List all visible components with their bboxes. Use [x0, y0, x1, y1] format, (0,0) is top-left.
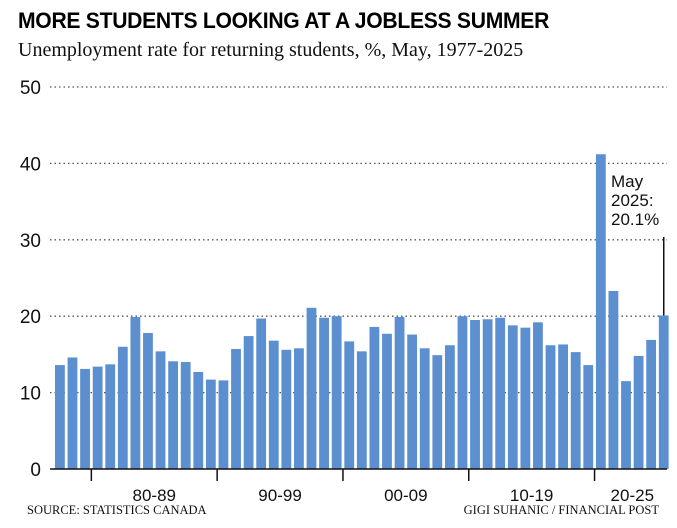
bar-1987	[180, 362, 191, 469]
bar-1983	[130, 316, 141, 469]
bar-1994	[268, 340, 279, 469]
source-note: SOURCE: STATISTICS CANADA	[27, 503, 207, 517]
x-group-label: 20-25	[611, 486, 654, 505]
chart-subtitle: Unemployment rate for returning students…	[18, 39, 524, 61]
annotation-line: 2025:	[611, 191, 654, 210]
y-tick-label: 50	[20, 78, 41, 99]
bar-2015	[533, 322, 543, 469]
bar-1986	[168, 361, 179, 469]
bar-1992	[243, 336, 254, 469]
bar-1981	[105, 364, 116, 469]
bar-2019	[583, 365, 594, 469]
bar-2007	[432, 355, 443, 469]
x-group-label: 00-09	[384, 486, 427, 505]
bar-2001	[356, 351, 367, 469]
chart-title: MORE STUDENTS LOOKING AT A JOBLESS SUMME…	[18, 8, 550, 33]
bar-2023	[633, 355, 644, 469]
bar-1999	[331, 316, 342, 469]
bar-1995	[281, 349, 292, 469]
bar-1998	[319, 317, 329, 469]
y-tick-label: 0	[30, 460, 41, 481]
bars	[55, 154, 669, 469]
x-group-label: 90-99	[258, 486, 301, 505]
y-tick-label: 40	[20, 154, 41, 175]
bar-2005	[407, 334, 418, 469]
bar-2016	[545, 345, 556, 469]
bar-2022	[621, 381, 631, 469]
bar-2009	[457, 316, 468, 469]
bar-2017	[558, 344, 568, 469]
bar-2000	[344, 341, 355, 469]
bar-1990	[218, 380, 229, 469]
y-tick-label: 20	[20, 307, 41, 328]
bar-2020	[595, 154, 606, 469]
bar-1985	[155, 351, 166, 469]
x-axis: 80-89 90-99 00-09 10-19 20-25	[50, 468, 667, 505]
bar-1993	[256, 318, 267, 469]
gridlines	[50, 86, 667, 394]
bar-2018	[570, 352, 581, 469]
bar-2021	[608, 290, 619, 469]
bar-2014	[520, 327, 531, 469]
bar-2010	[470, 320, 480, 469]
y-axis: 0 10 20 30 40 50	[20, 78, 41, 481]
annotation-line: May	[611, 172, 644, 191]
bar-1989	[205, 379, 216, 469]
y-tick-label: 10	[20, 384, 41, 405]
bar-1991	[231, 349, 241, 469]
bar-1996	[294, 348, 304, 469]
bar-1984	[143, 333, 153, 469]
x-group-label: 10-19	[510, 486, 553, 505]
bar-1982	[117, 346, 128, 469]
bar-1979	[80, 368, 90, 469]
bar-2003	[382, 333, 392, 469]
bar-2002	[369, 326, 380, 469]
bar-1988	[193, 371, 204, 469]
bar-1977	[55, 365, 65, 469]
x-group-label: 80-89	[133, 486, 176, 505]
bar-1978	[67, 357, 78, 469]
bar-2006	[419, 348, 430, 469]
bar-2012	[495, 317, 506, 469]
bar-2004	[394, 316, 405, 469]
bar-2008	[444, 345, 455, 469]
bar-1980	[92, 366, 103, 469]
bar-1997	[306, 307, 317, 469]
bar-2024	[646, 339, 657, 469]
bar-2011	[482, 319, 493, 469]
annotation-line: 20.1%	[611, 210, 659, 229]
bar-2013	[507, 325, 518, 469]
y-tick-label: 30	[20, 231, 41, 252]
bar-2025	[658, 315, 669, 469]
credit-note: GIGI SUHANIC / FINANCIAL POST	[463, 503, 659, 517]
